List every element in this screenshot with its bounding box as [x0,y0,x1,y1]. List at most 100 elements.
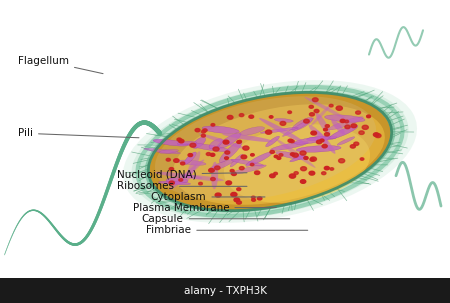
Ellipse shape [305,97,346,119]
Circle shape [179,139,184,143]
Circle shape [310,157,316,161]
Circle shape [237,201,241,204]
Circle shape [239,114,244,117]
Ellipse shape [311,105,331,126]
Circle shape [288,139,293,142]
Ellipse shape [309,125,328,145]
Text: Nucleoid (DNA): Nucleoid (DNA) [117,169,247,179]
Circle shape [322,172,326,175]
Circle shape [290,153,295,156]
Ellipse shape [224,124,370,203]
Circle shape [309,171,315,175]
Circle shape [190,143,196,147]
Circle shape [188,154,193,157]
Ellipse shape [169,159,204,190]
Circle shape [270,116,273,118]
Circle shape [250,163,254,166]
Text: Pili: Pili [18,128,139,138]
Circle shape [374,133,379,137]
Circle shape [211,178,215,181]
Ellipse shape [149,93,391,210]
Circle shape [375,134,381,138]
Ellipse shape [231,159,264,166]
Circle shape [238,140,242,143]
Ellipse shape [193,137,206,148]
Ellipse shape [246,152,273,166]
Circle shape [225,157,229,159]
Circle shape [309,105,314,108]
Circle shape [231,192,237,197]
Ellipse shape [266,136,279,147]
Ellipse shape [140,88,400,215]
Circle shape [211,124,215,126]
Circle shape [351,124,357,128]
Text: Capsule: Capsule [142,214,290,224]
Circle shape [316,140,322,144]
Circle shape [255,171,260,175]
Ellipse shape [166,178,188,184]
Ellipse shape [328,117,363,130]
Ellipse shape [290,155,306,162]
Ellipse shape [185,151,200,182]
Circle shape [345,120,349,123]
Circle shape [354,142,359,145]
Circle shape [324,166,329,170]
Ellipse shape [208,159,234,171]
Ellipse shape [216,133,241,149]
Text: Fimbriae: Fimbriae [146,225,308,235]
Circle shape [356,111,360,114]
Ellipse shape [177,141,197,145]
Circle shape [274,172,278,175]
Ellipse shape [202,126,239,133]
Circle shape [325,125,329,128]
Circle shape [324,133,329,136]
Circle shape [213,147,219,151]
Circle shape [215,166,220,170]
Circle shape [304,157,308,159]
Ellipse shape [294,137,329,144]
Ellipse shape [315,112,330,135]
Circle shape [202,130,206,133]
Circle shape [230,169,234,172]
Circle shape [203,129,207,132]
Circle shape [252,196,255,199]
Circle shape [340,119,345,122]
Ellipse shape [337,137,355,145]
Circle shape [252,199,256,201]
Ellipse shape [315,130,336,154]
Ellipse shape [240,127,265,135]
Circle shape [301,167,306,171]
Ellipse shape [144,148,180,154]
Circle shape [223,140,229,144]
Circle shape [350,145,356,148]
Circle shape [359,131,364,135]
Circle shape [311,131,316,135]
Ellipse shape [324,115,365,122]
Circle shape [290,140,294,143]
Ellipse shape [259,118,304,143]
Bar [0,278,450,303]
Ellipse shape [131,84,409,219]
Ellipse shape [145,91,395,212]
Circle shape [257,197,262,200]
Circle shape [239,167,244,170]
Circle shape [367,115,370,118]
Circle shape [198,182,202,185]
Ellipse shape [155,172,202,179]
Circle shape [174,159,179,162]
Circle shape [289,174,296,178]
Circle shape [215,193,221,197]
Circle shape [251,154,254,156]
Circle shape [249,115,254,118]
Circle shape [225,151,230,154]
Circle shape [322,145,327,148]
Circle shape [362,125,369,129]
Ellipse shape [331,119,345,135]
Circle shape [201,134,205,137]
Circle shape [320,139,324,142]
Circle shape [237,141,241,143]
Ellipse shape [296,145,341,152]
Ellipse shape [274,118,293,122]
Circle shape [279,154,283,156]
Circle shape [360,158,364,160]
